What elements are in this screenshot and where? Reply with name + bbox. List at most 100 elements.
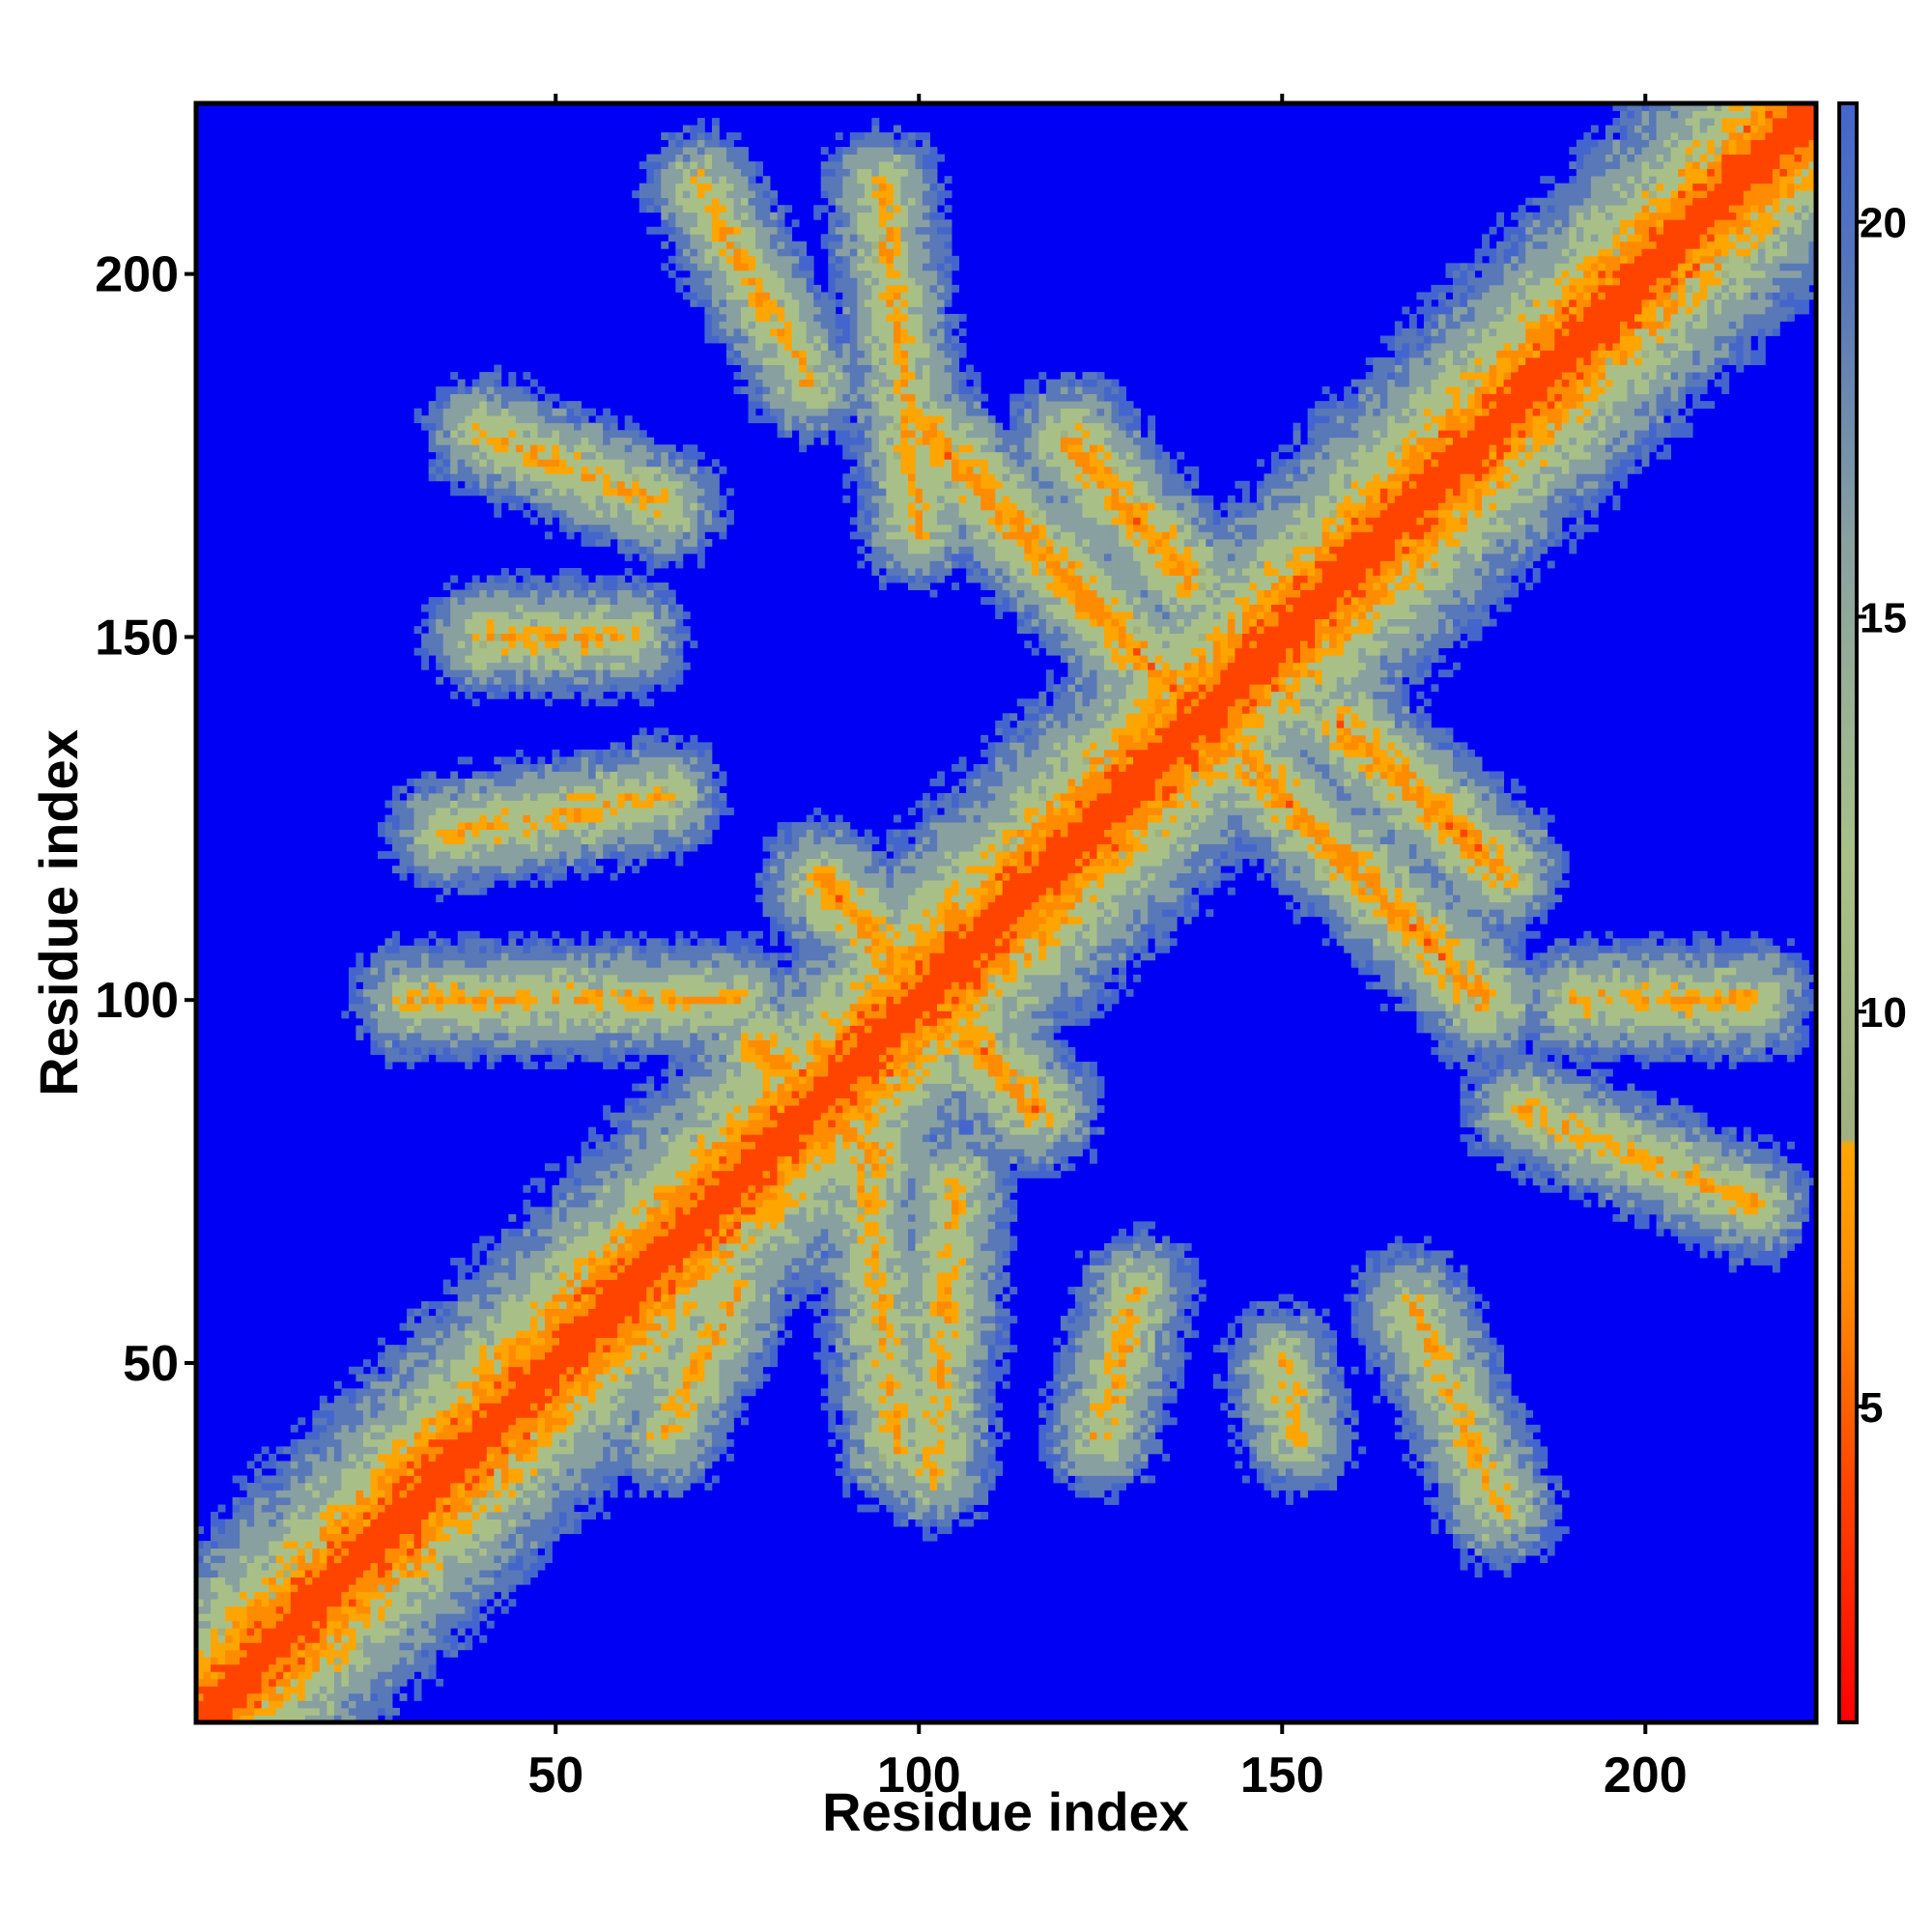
- heatmap-cell: [559, 633, 567, 641]
- heatmap-cell: [486, 575, 495, 583]
- heatmap-cell: [624, 466, 633, 474]
- heatmap-cell: [348, 1570, 356, 1578]
- heatmap-cell: [624, 1112, 633, 1121]
- heatmap-cell: [471, 1395, 480, 1404]
- heatmap-cell: [624, 1149, 633, 1157]
- heatmap-cell: [595, 691, 604, 699]
- heatmap-cell: [515, 1475, 524, 1484]
- heatmap-cell: [588, 1446, 597, 1455]
- heatmap-cell: [537, 386, 546, 395]
- heatmap-cell: [603, 800, 611, 809]
- heatmap-cell: [588, 437, 597, 445]
- heatmap-cell: [523, 1250, 531, 1259]
- heatmap-cell: [269, 1678, 277, 1687]
- heatmap-cell: [450, 575, 459, 583]
- heatmap-cell: [254, 1512, 263, 1520]
- heatmap-cell: [465, 974, 473, 982]
- heatmap-cell: [479, 843, 488, 852]
- heatmap-cell: [486, 1555, 495, 1564]
- heatmap-cell: [450, 1541, 459, 1549]
- heatmap-cell: [581, 1482, 589, 1491]
- heatmap-cell: [479, 459, 488, 468]
- heatmap-cell: [457, 422, 466, 431]
- heatmap-cell: [392, 829, 400, 838]
- heatmap-cell: [508, 1228, 517, 1236]
- heatmap-cell: [269, 1686, 277, 1694]
- heatmap-cell: [494, 669, 502, 678]
- heatmap-cell: [327, 1446, 335, 1455]
- heatmap-cell: [603, 1330, 611, 1339]
- heatmap-cell: [537, 1526, 546, 1534]
- heatmap-cell: [552, 930, 560, 939]
- heatmap-cell: [508, 952, 517, 961]
- heatmap-cell: [290, 1541, 298, 1549]
- heatmap-cell: [333, 1512, 342, 1520]
- heatmap-cell: [515, 480, 524, 489]
- heatmap-cell: [384, 822, 393, 830]
- heatmap-cell: [370, 1715, 379, 1723]
- heatmap-cell: [523, 1316, 531, 1324]
- heatmap-cell: [298, 1453, 306, 1462]
- heatmap-cell: [632, 1017, 640, 1026]
- heatmap-cell: [413, 988, 422, 997]
- heatmap-cell: [500, 756, 509, 765]
- heatmap-cell: [529, 422, 538, 431]
- heatmap-cell: [450, 1482, 459, 1491]
- heatmap-cell: [595, 430, 604, 439]
- heatmap-cell: [632, 509, 640, 518]
- heatmap-cell: [624, 524, 633, 532]
- heatmap-cell: [465, 1533, 473, 1542]
- heatmap-cell: [508, 981, 517, 990]
- heatmap-cell: [457, 1264, 466, 1273]
- heatmap-cell: [624, 488, 633, 497]
- heatmap-cell: [595, 1504, 604, 1513]
- heatmap-cell: [486, 1475, 495, 1484]
- heatmap-cell: [362, 1467, 371, 1476]
- heatmap-cell: [283, 1657, 292, 1665]
- heatmap-cell: [283, 1475, 292, 1484]
- heatmap-cell: [457, 473, 466, 482]
- heatmap-cell: [465, 1279, 473, 1288]
- heatmap-cell: [494, 1272, 502, 1280]
- heatmap-cell: [436, 1345, 444, 1353]
- heatmap-cell: [465, 1512, 473, 1520]
- heatmap-cell: [595, 778, 604, 786]
- heatmap-cell: [559, 509, 567, 518]
- heatmap-cell: [370, 1686, 379, 1694]
- heatmap-cell: [399, 829, 408, 838]
- heatmap-cell: [240, 1599, 248, 1607]
- heatmap-cell: [232, 1541, 241, 1549]
- heatmap-cell: [544, 1380, 553, 1389]
- heatmap-cell: [610, 1017, 618, 1026]
- heatmap-cell: [378, 945, 385, 953]
- heatmap-cell: [500, 1584, 509, 1593]
- heatmap-cell: [588, 778, 597, 786]
- heatmap-cell: [632, 1351, 640, 1360]
- heatmap-cell: [392, 1512, 400, 1520]
- heatmap-cell: [246, 1461, 255, 1469]
- heatmap-cell: [544, 430, 553, 439]
- heatmap-cell: [523, 1033, 531, 1040]
- heatmap-cell: [312, 1467, 321, 1476]
- heatmap-cell: [428, 1047, 437, 1055]
- heatmap-cell: [436, 676, 444, 685]
- heatmap-cell: [333, 1692, 342, 1701]
- heatmap-cell: [384, 1671, 393, 1680]
- heatmap-cell: [450, 408, 459, 416]
- heatmap-cell: [537, 1432, 546, 1440]
- heatmap-cell: [610, 996, 618, 1005]
- heatmap-cell: [399, 1424, 408, 1433]
- heatmap-cell: [240, 1613, 248, 1622]
- heatmap-cell: [581, 1141, 589, 1150]
- heatmap-cell: [392, 785, 400, 794]
- heatmap-cell: [552, 1293, 560, 1302]
- heatmap-cell: [450, 1504, 459, 1513]
- heatmap-cell: [581, 866, 589, 874]
- heatmap-cell: [610, 531, 618, 540]
- heatmap-cell: [442, 604, 451, 612]
- heatmap-cell: [465, 988, 473, 997]
- heatmap-cell: [450, 1374, 459, 1382]
- heatmap-cell: [333, 1570, 342, 1578]
- heatmap-cell: [566, 829, 575, 838]
- heatmap-cell: [246, 1512, 255, 1520]
